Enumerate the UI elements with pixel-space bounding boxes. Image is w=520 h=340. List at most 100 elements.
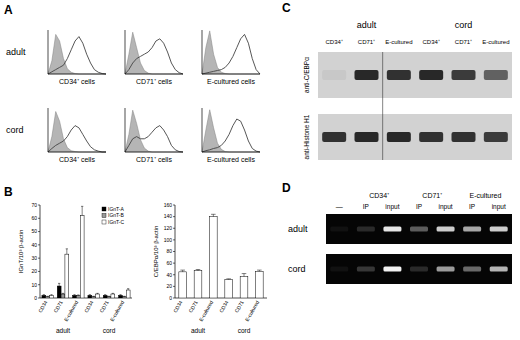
error-bar [47, 296, 49, 297]
column-label: CD71⁺ cells [136, 156, 172, 163]
error-bar [211, 214, 216, 216]
row-label: anti-Histone H1 [303, 114, 310, 159]
panel-label: A [4, 3, 13, 17]
histogram-axes [48, 108, 106, 152]
row-label: cord [288, 264, 306, 274]
band [410, 267, 428, 272]
isotype-fill [48, 34, 106, 74]
bar [50, 295, 54, 298]
error-bar [93, 296, 95, 297]
category-label: E-cultured [63, 299, 80, 322]
panel-label: C [282, 1, 291, 15]
bar [76, 295, 80, 298]
band [463, 227, 481, 232]
category-label: E-cultured [198, 299, 215, 322]
y-tick-label: 100 [164, 237, 173, 243]
y-tick-label: 0 [34, 295, 37, 301]
group-label: CD71⁺ [422, 192, 443, 199]
error-bar [96, 293, 98, 295]
bar [96, 294, 100, 298]
bar-chart: 010203040506070CD34CD71E-culturedCD34CD7… [18, 202, 132, 334]
legend-swatch [102, 214, 106, 218]
band [463, 267, 481, 272]
error-bar [89, 294, 91, 296]
histogram [125, 108, 183, 152]
histogram [125, 30, 183, 74]
group-label: cord [238, 327, 251, 334]
blot-membrane [318, 52, 512, 98]
y-tick-label: 60 [31, 215, 37, 221]
bar [42, 295, 46, 298]
lane-label: E-cultured [385, 39, 412, 45]
bar [46, 297, 50, 298]
category-label: CD71 [233, 299, 245, 313]
error-bar [196, 270, 201, 271]
row-label: anti-C/EBPα [303, 57, 310, 93]
isotype-fill [202, 31, 260, 74]
y-tick-label: 80 [166, 248, 172, 254]
error-bar [58, 283, 60, 286]
y-tick-label: 40 [166, 272, 172, 278]
lane-label: IP [469, 203, 475, 210]
histogram [202, 108, 260, 152]
bar [80, 216, 84, 298]
bar [122, 297, 126, 298]
stained-outline [202, 34, 260, 74]
category-label: CD34 [83, 299, 95, 313]
column-label: CD34⁺ cells [59, 78, 95, 85]
figure: ABCDadultcordCD34⁺ cellsCD71⁺ cellsE-cul… [0, 0, 520, 340]
band [383, 227, 401, 232]
group-label: cord [103, 327, 116, 334]
row-label: cord [6, 125, 24, 135]
error-bar [43, 294, 45, 296]
error-bar [180, 270, 185, 272]
band [490, 227, 508, 232]
y-tick-label: 60 [166, 260, 172, 266]
band [357, 267, 375, 272]
group-label: E-cultured [469, 192, 501, 199]
lane-label: E-cultured [482, 39, 509, 45]
lane-label: CD34⁺ [422, 39, 439, 45]
x-axis [175, 298, 267, 299]
stained-outline [202, 119, 260, 152]
error-bar [77, 294, 79, 295]
band [387, 132, 411, 142]
histogram [48, 108, 106, 152]
band [322, 70, 346, 80]
histogram-axes [202, 30, 260, 74]
legend-swatch [102, 220, 106, 224]
gel-background [326, 214, 512, 244]
bar [210, 217, 218, 298]
category-label: E-cultured [244, 299, 261, 322]
error-bar [66, 249, 68, 254]
lane-label: CD71⁺ [455, 39, 472, 45]
y-tick-label: 70 [31, 202, 37, 208]
x-axis [40, 298, 132, 299]
bar-chart: 020406080100120140160CD34CD71E-culturedC… [153, 202, 267, 334]
y-tick-label: 30 [31, 255, 37, 261]
splice-line [382, 52, 383, 160]
y-tick-label: 20 [31, 268, 37, 274]
panel-label: D [282, 181, 291, 195]
y-axis-label: IGnT/10³ β-actin [18, 230, 24, 273]
stained-outline [48, 126, 106, 152]
error-bar [226, 278, 231, 280]
bar [225, 279, 233, 298]
band [355, 70, 379, 80]
band [452, 70, 476, 80]
band [484, 70, 508, 80]
gel: —IPinputCD34⁺IPinputCD71⁺IPinputE-cultur… [288, 192, 512, 284]
isotype-fill [48, 112, 106, 152]
band [357, 227, 375, 232]
histogram-axes [125, 108, 183, 152]
bar [179, 272, 187, 298]
histogram [48, 30, 106, 74]
band [437, 267, 455, 272]
error-bar [50, 294, 52, 296]
bar [240, 276, 248, 298]
band [330, 267, 348, 272]
bars [179, 214, 263, 298]
legend: IGnT-AIGnT-BIGnT-C [102, 206, 125, 225]
error-bar [257, 270, 262, 271]
y-tick-label: 0 [169, 295, 172, 301]
